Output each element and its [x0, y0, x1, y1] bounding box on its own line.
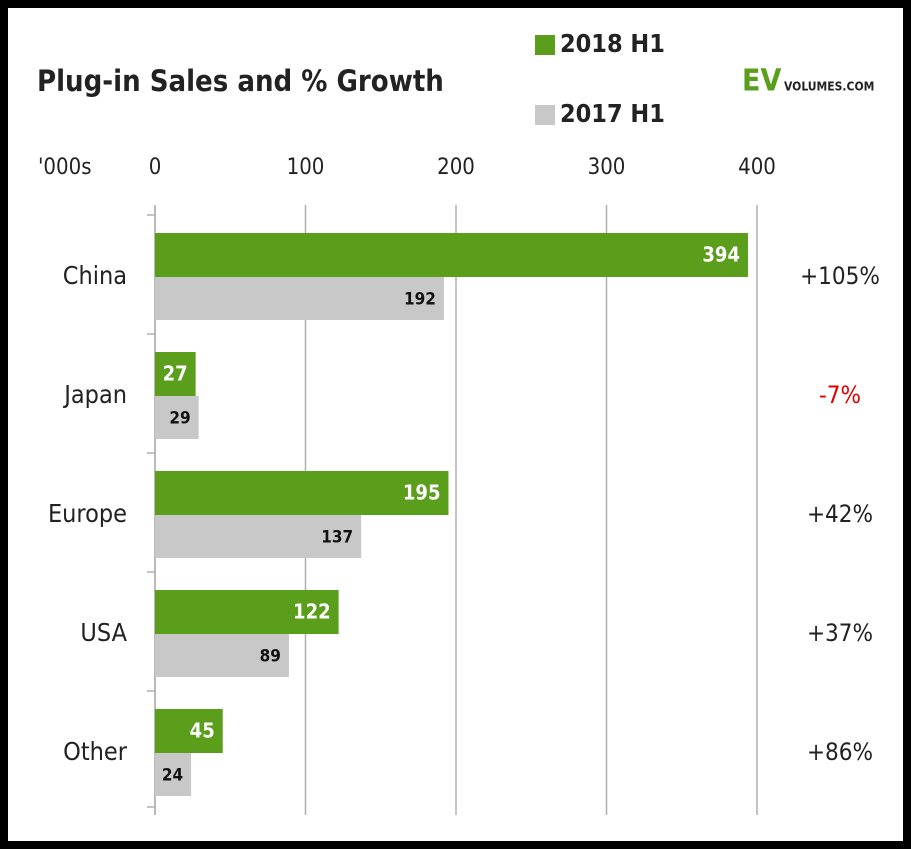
bar — [155, 590, 339, 634]
legend-swatch — [535, 35, 555, 55]
value-label: 29 — [169, 409, 190, 429]
bar — [155, 396, 199, 439]
value-label: 192 — [404, 290, 436, 310]
x-tick-label: 400 — [738, 155, 776, 180]
x-tick-label: 0 — [149, 155, 162, 180]
x-tick-label: 200 — [437, 155, 475, 180]
y-tick-label: Europe — [48, 499, 127, 528]
legend-label: 2017 H1 — [560, 99, 665, 128]
logo-sub: VOLUMES.COM — [784, 80, 874, 94]
value-label: 195 — [403, 481, 441, 505]
growth-label: -7% — [819, 381, 861, 409]
bar — [155, 709, 223, 753]
growth-label: +105% — [800, 262, 880, 290]
y-tick-label: Other — [63, 737, 128, 766]
unit-label: '000s — [38, 155, 92, 180]
growth-label: +42% — [807, 500, 873, 528]
bar — [155, 753, 192, 796]
bar — [155, 634, 289, 677]
growth-label: +37% — [807, 619, 873, 647]
bar — [155, 233, 748, 277]
value-label: 137 — [321, 528, 353, 548]
value-label: 27 — [163, 362, 188, 386]
value-label: 122 — [293, 600, 331, 624]
x-tick-label: 100 — [287, 155, 325, 180]
growth-label: +86% — [807, 738, 873, 766]
value-label: 394 — [702, 243, 740, 267]
y-tick-label: USA — [80, 618, 127, 647]
bar — [155, 515, 362, 558]
bar — [155, 352, 196, 396]
bar — [155, 471, 449, 515]
value-label: 89 — [260, 647, 281, 667]
value-label: 24 — [162, 766, 183, 786]
legend-label: 2018 H1 — [560, 29, 665, 58]
value-label: 45 — [190, 719, 215, 743]
y-tick-label: China — [63, 261, 127, 290]
y-tick-label: Japan — [62, 380, 127, 409]
bar — [155, 277, 444, 320]
legend-swatch — [535, 105, 555, 125]
x-tick-label: 300 — [588, 155, 626, 180]
chart-title: Plug-in Sales and % Growth — [37, 64, 444, 98]
logo-main: EV — [742, 64, 781, 99]
